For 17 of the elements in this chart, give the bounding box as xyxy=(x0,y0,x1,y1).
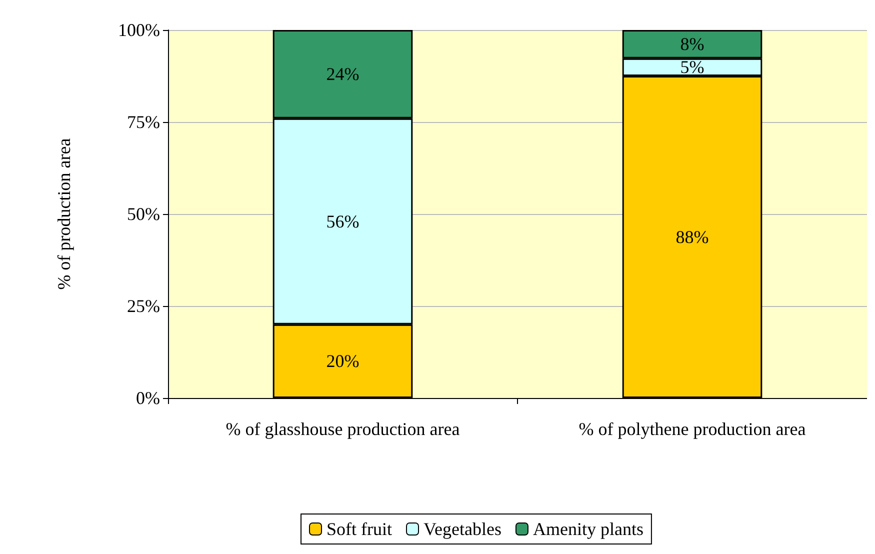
y-tick-label: 75% xyxy=(127,112,160,132)
data-label: 5% xyxy=(680,57,704,78)
data-label: 8% xyxy=(680,34,704,54)
y-tick-label: 0% xyxy=(136,388,160,408)
legend-label: Amenity plants xyxy=(532,519,644,539)
x-tick-label: % of glasshouse production area xyxy=(226,419,460,439)
x-tick-label: % of polythene production area xyxy=(578,419,806,439)
y-tick-label: 50% xyxy=(127,204,160,224)
y-tick-label: 25% xyxy=(127,296,160,316)
legend-label: Soft fruit xyxy=(326,519,392,539)
data-label: 56% xyxy=(326,211,360,232)
data-label: 20% xyxy=(326,351,360,372)
data-label: 88% xyxy=(676,227,709,247)
data-label: 24% xyxy=(326,64,360,84)
legend-label: Vegetables xyxy=(423,519,502,539)
y-axis-title: % of production area xyxy=(54,138,74,290)
y-tick-label: 100% xyxy=(118,20,160,40)
